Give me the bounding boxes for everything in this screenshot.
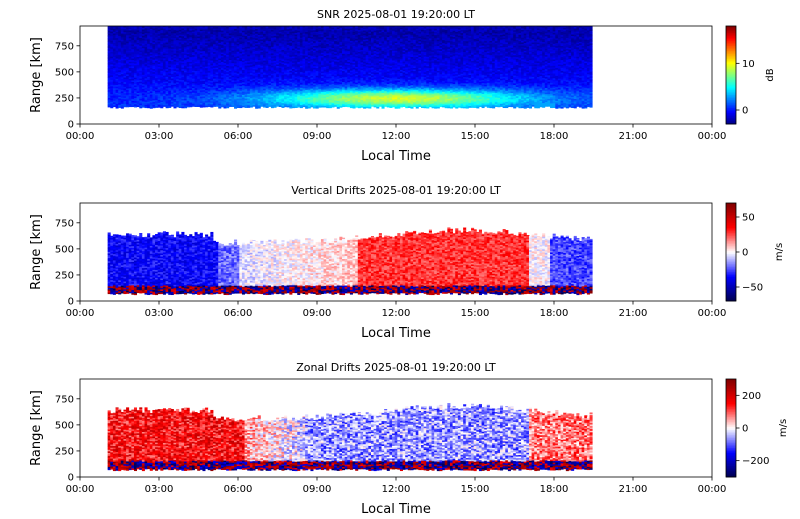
snr-title: SNR 2025-08-01 19:20:00 LT [317, 8, 475, 21]
snr-heatmap [108, 26, 593, 109]
panel-snr: SNR 2025-08-01 19:20:00 LT 00:00 03:00 06:… [29, 8, 776, 164]
